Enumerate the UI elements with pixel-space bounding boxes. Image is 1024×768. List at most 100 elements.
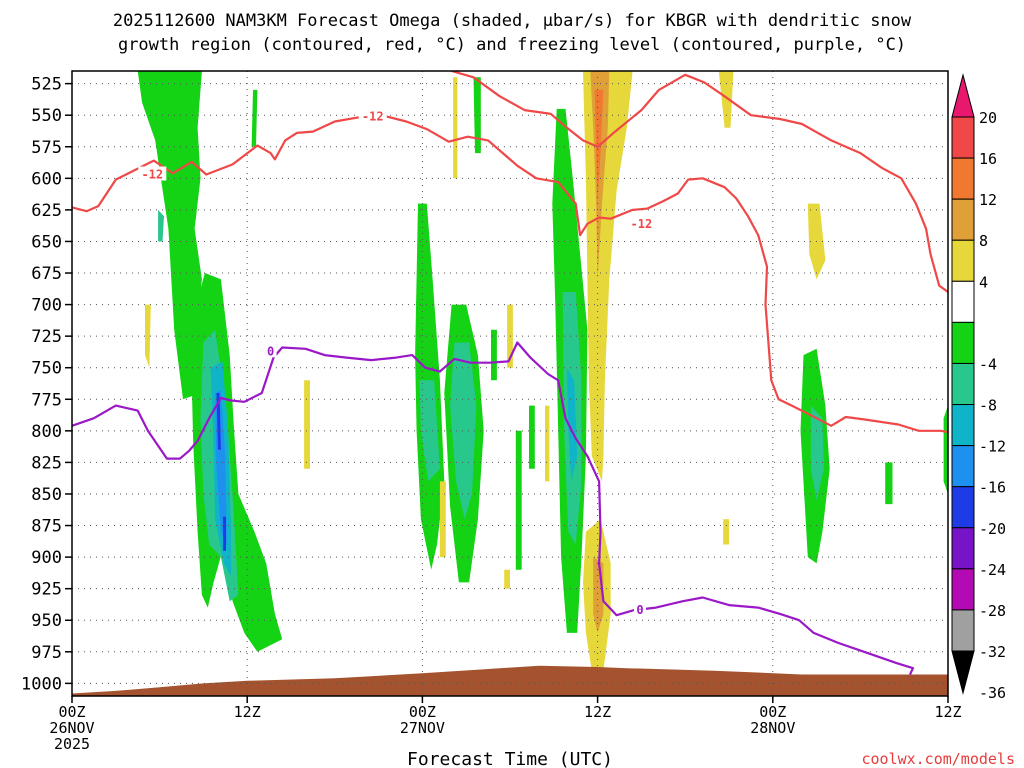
colorbar-bin-4-to-8 (951, 239, 975, 282)
omega-green-10 (529, 405, 535, 469)
dendritic-label-bg-1 (358, 108, 387, 123)
omega-green-14 (943, 405, 948, 494)
colorbar-bin--32-to--28 (951, 568, 975, 611)
y-tick-label-1000: 1000 (21, 674, 62, 694)
freezing-label-0: 0 (267, 344, 274, 358)
x-axis-title: Forecast Time (UTC) (407, 749, 613, 768)
credit-text: coolwx.com/models (861, 750, 1015, 768)
freezing-label-bg-0 (264, 343, 277, 358)
y-tick-label-950: 950 (31, 611, 62, 631)
ground-terrain (72, 665, 948, 696)
y-tick-label-775: 775 (31, 390, 62, 410)
omega-green-9 (491, 329, 497, 381)
colorbar-bin--20-to--16 (951, 445, 975, 488)
omega-green-2 (188, 178, 198, 242)
freezing-label-bg-1 (633, 602, 646, 617)
colorbar-label-20: 20 (979, 109, 997, 127)
x-tick-label-0-2: 26NOV (49, 719, 94, 737)
omega-yellow-12 (504, 569, 510, 589)
omega-teal-12 (810, 405, 824, 501)
y-tick-label-575: 575 (31, 138, 62, 158)
colorbar-bottom-triangle (951, 650, 975, 695)
dendritic-minus12-line (72, 114, 948, 434)
colorbar-label--32: -32 (979, 643, 1006, 661)
omega-orange-1 (590, 71, 610, 280)
omega-green-7 (473, 77, 481, 154)
omega-yellow-6 (145, 304, 151, 368)
y-tick-label-900: 900 (31, 548, 62, 568)
colorbar-label--28: -28 (979, 602, 1006, 620)
x-tick-label-24-2: 27NOV (400, 719, 445, 737)
chart-title-line-1: 2025112600 NAM3KM Forecast Omega (shaded… (113, 11, 912, 31)
x-tick-label-60-1: 12Z (934, 703, 961, 721)
omega-green-1 (137, 71, 202, 400)
y-tick-label-600: 600 (31, 169, 62, 189)
y-tick-label-650: 650 (31, 232, 62, 252)
contour-lines: -12 -12 -12 0 0 (72, 71, 948, 675)
y-tick-label-675: 675 (31, 264, 62, 284)
y-tick-label-825: 825 (31, 453, 62, 473)
omega-shading (137, 71, 948, 671)
omega-teal-1 (158, 209, 164, 242)
x-tick-label-48-1: 00Z (759, 703, 786, 721)
y-tick-label-525: 525 (31, 75, 62, 95)
colorbar-bin--4-to-4 (951, 280, 975, 323)
colorbar: 20 16 12 8 4 -4 -8 -12 -16 -20 -24 -28 -32 -36 (951, 73, 1006, 702)
y-tick-label-550: 550 (31, 106, 62, 126)
y-tick-label-725: 725 (31, 327, 62, 347)
y-axis-pressure-labels: 525 550 575 600 625 650 675 700 725 750 775 800 825 8… (21, 75, 72, 694)
omega-yellow-11 (723, 519, 729, 545)
dendritic-label-0: -12 (141, 168, 163, 182)
y-tick-label-625: 625 (31, 201, 62, 221)
colorbar-label--20: -20 (979, 520, 1006, 538)
colorbar-bin--8-to--4 (951, 321, 975, 364)
y-tick-label-925: 925 (31, 580, 62, 600)
colorbar-label--4: -4 (979, 355, 997, 373)
freezing-label-1: 0 (636, 603, 643, 617)
y-tick-label-700: 700 (31, 296, 62, 316)
omega-green-4 (251, 89, 258, 147)
colorbar-label--8: -8 (979, 397, 997, 415)
y-tick-label-850: 850 (31, 485, 62, 505)
x-tick-label-24-1: 00Z (409, 703, 436, 721)
colorbar-label-16: 16 (979, 150, 997, 168)
omega-cyan-8 (566, 367, 578, 482)
y-tick-label-800: 800 (31, 422, 62, 442)
y-tick-label-750: 750 (31, 359, 62, 379)
omega-teal-5 (419, 380, 440, 482)
colorbar-label-8: 8 (979, 232, 988, 250)
dendritic-label-bg-2 (627, 215, 656, 230)
dendritic-label-2: -12 (631, 217, 653, 231)
omega-yellow-7 (304, 380, 310, 469)
x-tick-label-0-1: 00Z (58, 703, 85, 721)
colorbar-label--36: -36 (979, 684, 1006, 702)
colorbar-bin--36-to--32 (951, 609, 975, 652)
chart-title-line-2: growth region (contoured, red, °C) and f… (118, 35, 906, 55)
colorbar-bin-12-to-16 (951, 157, 975, 200)
x-tick-label-0-3: 2025 (54, 735, 90, 753)
colorbar-bin--16-to--12 (951, 404, 975, 447)
terrain-layer (72, 665, 948, 696)
omega-yellow-5 (453, 77, 458, 179)
x-tick-label-48-2: 28NOV (750, 719, 795, 737)
x-tick-label-36-1: 12Z (584, 703, 611, 721)
omega-navy-2a (216, 393, 221, 450)
plot-frame (71, 70, 949, 697)
omega-green-11 (515, 430, 522, 570)
colorbar-label--24: -24 (979, 561, 1006, 579)
omega-green-13 (885, 462, 893, 505)
colorbar-bin--12-to--8 (951, 362, 975, 406)
omega-yellow-8 (439, 481, 446, 558)
omega-teal-6 (450, 342, 477, 520)
dendritic-label-bg-0 (138, 166, 167, 181)
colorbar-label-4: 4 (979, 273, 988, 291)
colorbar-bin-16-to-20 (951, 116, 975, 159)
colorbar-label--12: -12 (979, 438, 1006, 456)
y-tick-label-875: 875 (31, 517, 62, 537)
y-tick-label-975: 975 (31, 643, 62, 663)
colorbar-label--16: -16 (979, 479, 1006, 497)
omega-yellow-3 (718, 71, 734, 128)
omega-yellow-10 (545, 405, 550, 482)
dendritic-label-1: -12 (362, 109, 384, 123)
